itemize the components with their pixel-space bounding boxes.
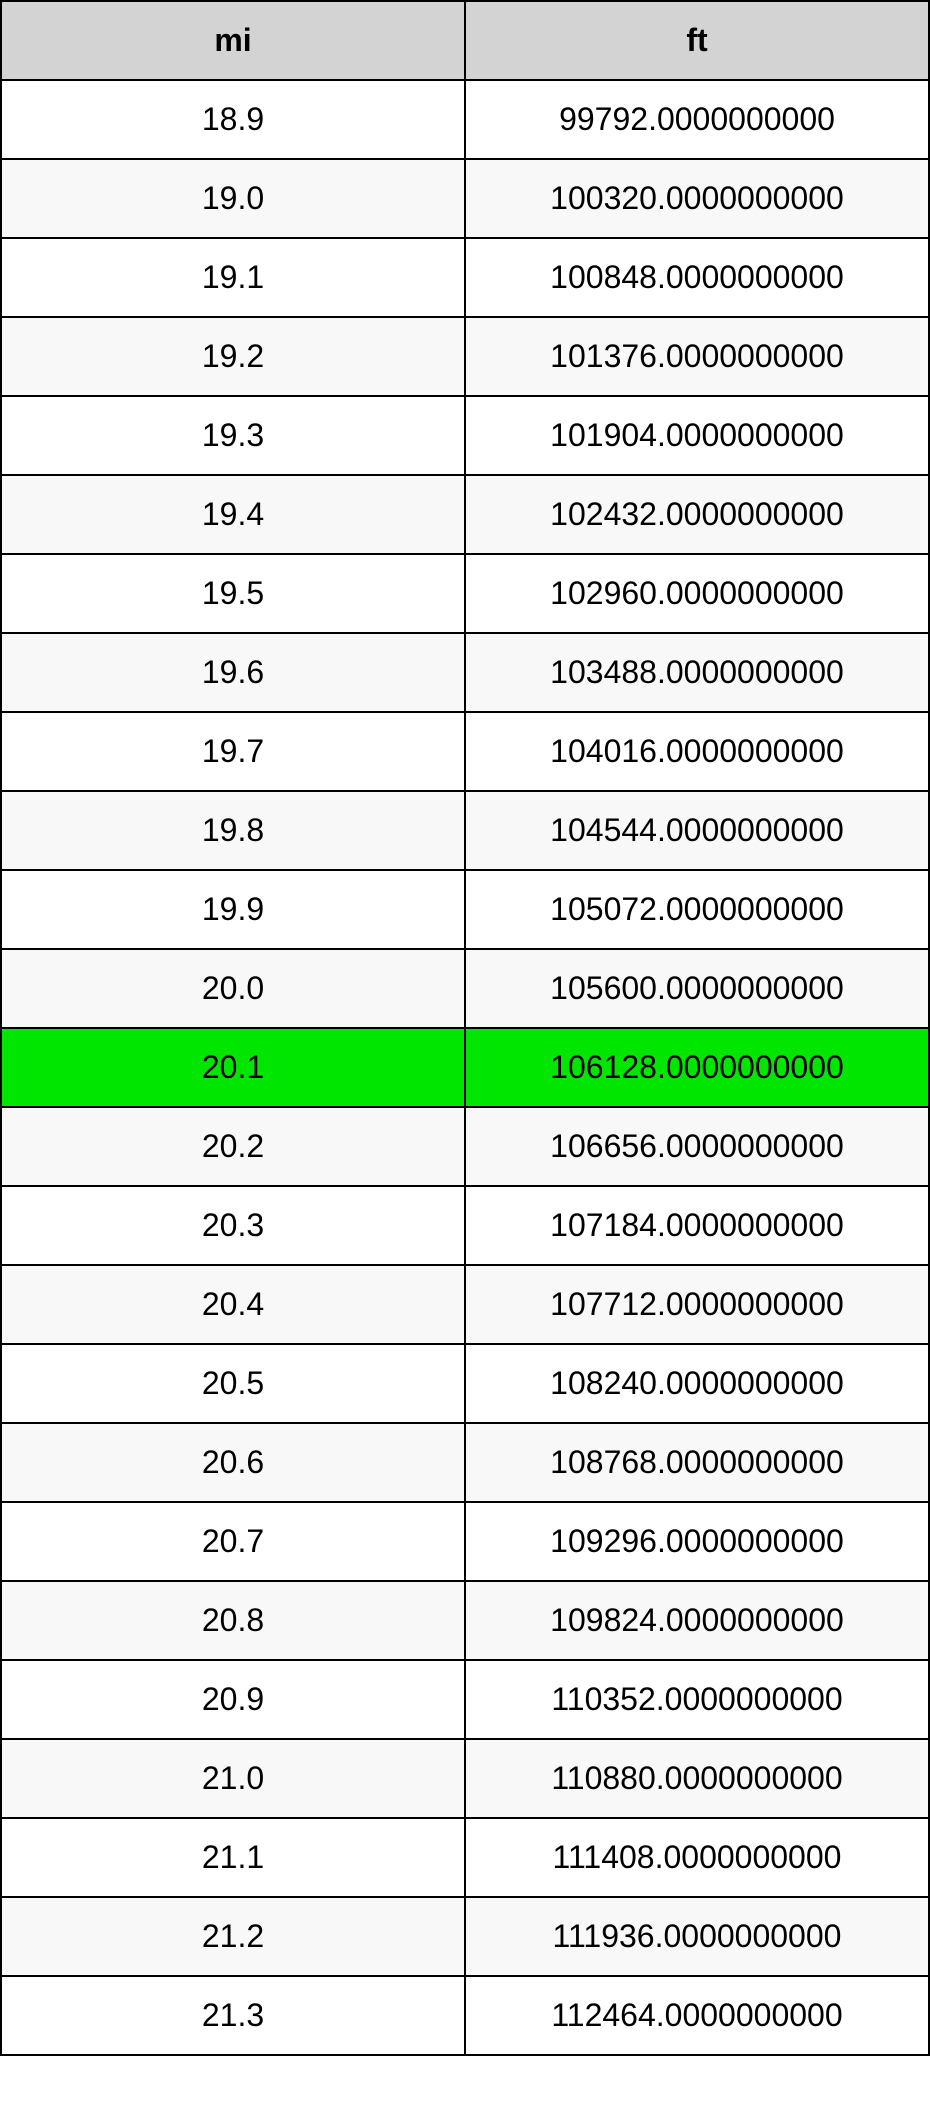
cell-ft: 107712.0000000000 xyxy=(465,1265,929,1344)
cell-ft: 104016.0000000000 xyxy=(465,712,929,791)
cell-ft: 102960.0000000000 xyxy=(465,554,929,633)
table-row: 19.0100320.0000000000 xyxy=(1,159,929,238)
cell-mi: 19.5 xyxy=(1,554,465,633)
table-row: 18.999792.0000000000 xyxy=(1,80,929,159)
table-row: 20.8109824.0000000000 xyxy=(1,1581,929,1660)
table-row: 21.3112464.0000000000 xyxy=(1,1976,929,2055)
table-row: 19.4102432.0000000000 xyxy=(1,475,929,554)
cell-ft: 106128.0000000000 xyxy=(465,1028,929,1107)
table-row: 19.9105072.0000000000 xyxy=(1,870,929,949)
table-row: 20.1106128.0000000000 xyxy=(1,1028,929,1107)
table-row: 19.7104016.0000000000 xyxy=(1,712,929,791)
conversion-table-container: mi ft 18.999792.000000000019.0100320.000… xyxy=(0,0,930,2056)
cell-mi: 19.1 xyxy=(1,238,465,317)
cell-ft: 102432.0000000000 xyxy=(465,475,929,554)
cell-mi: 20.6 xyxy=(1,1423,465,1502)
cell-mi: 18.9 xyxy=(1,80,465,159)
cell-ft: 111936.0000000000 xyxy=(465,1897,929,1976)
cell-ft: 111408.0000000000 xyxy=(465,1818,929,1897)
cell-ft: 110880.0000000000 xyxy=(465,1739,929,1818)
table-row: 20.9110352.0000000000 xyxy=(1,1660,929,1739)
column-header-ft: ft xyxy=(465,1,929,80)
table-row: 20.5108240.0000000000 xyxy=(1,1344,929,1423)
column-header-mi: mi xyxy=(1,1,465,80)
conversion-table: mi ft 18.999792.000000000019.0100320.000… xyxy=(0,0,930,2056)
table-row: 19.8104544.0000000000 xyxy=(1,791,929,870)
table-row: 19.3101904.0000000000 xyxy=(1,396,929,475)
cell-ft: 112464.0000000000 xyxy=(465,1976,929,2055)
cell-mi: 20.0 xyxy=(1,949,465,1028)
cell-ft: 110352.0000000000 xyxy=(465,1660,929,1739)
cell-mi: 19.3 xyxy=(1,396,465,475)
cell-ft: 105072.0000000000 xyxy=(465,870,929,949)
cell-ft: 101376.0000000000 xyxy=(465,317,929,396)
cell-mi: 20.4 xyxy=(1,1265,465,1344)
cell-mi: 21.2 xyxy=(1,1897,465,1976)
cell-ft: 108768.0000000000 xyxy=(465,1423,929,1502)
table-row: 19.5102960.0000000000 xyxy=(1,554,929,633)
cell-mi: 19.8 xyxy=(1,791,465,870)
cell-mi: 21.3 xyxy=(1,1976,465,2055)
table-row: 20.7109296.0000000000 xyxy=(1,1502,929,1581)
cell-mi: 19.6 xyxy=(1,633,465,712)
cell-mi: 19.7 xyxy=(1,712,465,791)
cell-ft: 109824.0000000000 xyxy=(465,1581,929,1660)
table-row: 21.2111936.0000000000 xyxy=(1,1897,929,1976)
cell-ft: 107184.0000000000 xyxy=(465,1186,929,1265)
cell-mi: 20.2 xyxy=(1,1107,465,1186)
cell-ft: 106656.0000000000 xyxy=(465,1107,929,1186)
cell-ft: 108240.0000000000 xyxy=(465,1344,929,1423)
cell-mi: 20.7 xyxy=(1,1502,465,1581)
table-row: 20.6108768.0000000000 xyxy=(1,1423,929,1502)
table-row: 19.1100848.0000000000 xyxy=(1,238,929,317)
table-row: 19.2101376.0000000000 xyxy=(1,317,929,396)
cell-mi: 20.5 xyxy=(1,1344,465,1423)
table-row: 20.4107712.0000000000 xyxy=(1,1265,929,1344)
table-row: 20.2106656.0000000000 xyxy=(1,1107,929,1186)
table-row: 20.3107184.0000000000 xyxy=(1,1186,929,1265)
cell-mi: 19.0 xyxy=(1,159,465,238)
table-header-row: mi ft xyxy=(1,1,929,80)
table-row: 20.0105600.0000000000 xyxy=(1,949,929,1028)
cell-mi: 20.9 xyxy=(1,1660,465,1739)
cell-mi: 20.3 xyxy=(1,1186,465,1265)
cell-ft: 105600.0000000000 xyxy=(465,949,929,1028)
cell-mi: 21.1 xyxy=(1,1818,465,1897)
cell-mi: 21.0 xyxy=(1,1739,465,1818)
cell-ft: 101904.0000000000 xyxy=(465,396,929,475)
cell-mi: 19.9 xyxy=(1,870,465,949)
table-row: 21.1111408.0000000000 xyxy=(1,1818,929,1897)
cell-mi: 20.1 xyxy=(1,1028,465,1107)
cell-ft: 100320.0000000000 xyxy=(465,159,929,238)
table-row: 21.0110880.0000000000 xyxy=(1,1739,929,1818)
cell-ft: 103488.0000000000 xyxy=(465,633,929,712)
table-row: 19.6103488.0000000000 xyxy=(1,633,929,712)
cell-mi: 20.8 xyxy=(1,1581,465,1660)
cell-ft: 104544.0000000000 xyxy=(465,791,929,870)
cell-mi: 19.4 xyxy=(1,475,465,554)
cell-ft: 100848.0000000000 xyxy=(465,238,929,317)
cell-ft: 99792.0000000000 xyxy=(465,80,929,159)
cell-ft: 109296.0000000000 xyxy=(465,1502,929,1581)
cell-mi: 19.2 xyxy=(1,317,465,396)
